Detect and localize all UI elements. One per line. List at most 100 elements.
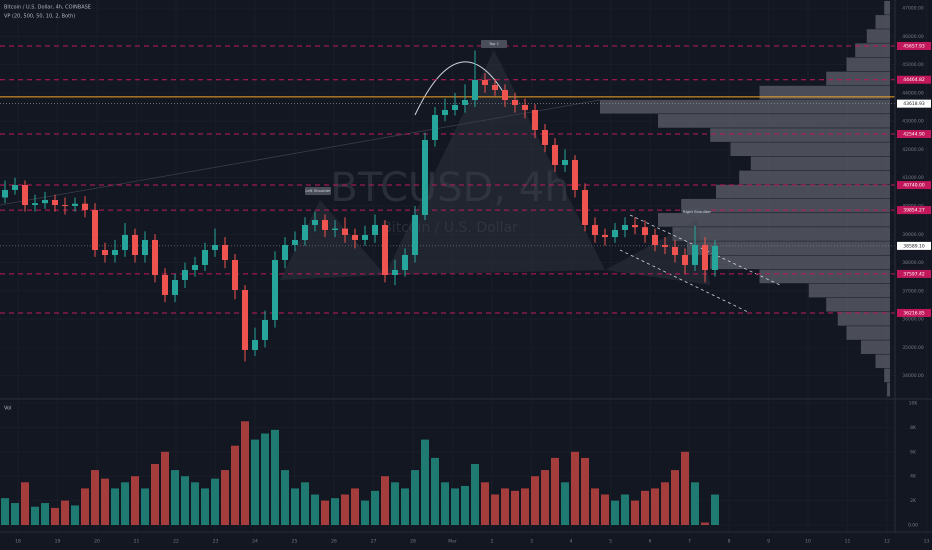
candle-body: [612, 229, 618, 238]
candle-body: [562, 159, 568, 165]
profile-bar: [837, 312, 890, 326]
candle-body: [262, 319, 268, 340]
volume-bar: [41, 503, 49, 525]
level-tag: [897, 181, 931, 190]
candle-body: [172, 279, 178, 295]
candle-body: [312, 219, 318, 225]
volume-bar: [511, 490, 519, 525]
volume-bar: [611, 500, 619, 525]
candle-body: [122, 234, 128, 250]
y-tick-label: 43000.00: [902, 119, 924, 125]
candle-body: [462, 99, 468, 105]
profile-bar: [826, 297, 890, 312]
volume-bar: [691, 482, 699, 525]
volume-bar: [591, 488, 599, 525]
y-tick-label: 42000.00: [902, 147, 924, 153]
volume-profile: [600, 0, 890, 397]
x-tick-label: 2: [491, 539, 494, 545]
volume-bar: [181, 476, 189, 525]
candle-body: [332, 228, 338, 230]
x-tick-label: 26: [331, 539, 337, 545]
profile-bar: [884, 368, 890, 383]
levels: [0, 45, 895, 314]
candle-body: [342, 228, 348, 235]
volume-bar: [451, 488, 459, 525]
candle-body: [42, 199, 48, 204]
pattern-right: [605, 220, 710, 285]
volume-bar: [681, 451, 689, 525]
volume-bar: [461, 485, 469, 525]
level-tag: [897, 206, 931, 215]
pattern-head: [385, 50, 605, 275]
candle-body: [142, 239, 148, 255]
candle-body: [482, 79, 488, 86]
volume-bar: [51, 507, 59, 525]
volume-bar: [391, 482, 399, 525]
candle-body: [452, 104, 458, 110]
profile-bar: [846, 57, 890, 72]
profile-bar: [658, 114, 890, 128]
volume-bar: [1, 498, 9, 525]
candle-body: [182, 269, 188, 280]
candle-body: [352, 234, 358, 240]
x-tick-label: 13: [924, 539, 930, 545]
candle-body: [292, 239, 298, 245]
volume-bar: [191, 482, 199, 525]
last-price-label: 38589.10: [903, 243, 925, 249]
candle-body: [682, 254, 688, 265]
volume-bar: [131, 476, 139, 525]
volume-bar: [551, 457, 559, 525]
vol-tick-label: 2K: [910, 498, 917, 504]
profile-bar: [875, 15, 890, 29]
profile-bar: [861, 340, 890, 354]
candle-body: [92, 209, 98, 250]
candle-body: [272, 259, 278, 320]
candle-body: [512, 99, 518, 105]
level-tag: [897, 75, 931, 84]
candle-body: [232, 259, 238, 290]
x-tick-label: 12: [884, 539, 890, 545]
profile-bar: [884, 0, 890, 15]
candle-body: [372, 224, 378, 235]
volume-bar: [271, 429, 279, 525]
profile-bar: [672, 227, 890, 241]
x-tick-label: 21: [134, 539, 140, 545]
volume-bar: [701, 522, 709, 525]
candle-body: [62, 204, 68, 206]
y-tick-label: 35000.00: [902, 345, 924, 351]
profile-bar: [681, 198, 890, 213]
profile-bar: [887, 382, 890, 397]
profile-bar: [730, 142, 890, 156]
candle-body: [522, 104, 528, 110]
level-tag: [897, 269, 931, 278]
x-tick-label: 18: [15, 539, 21, 545]
marker-label: 43618.93: [903, 101, 925, 107]
candle-body: [592, 224, 598, 235]
x-tick-label: 11: [845, 539, 851, 545]
subtitle: VP (20, 500, 50, 10, 2, Both): [4, 14, 75, 20]
annotation-box: [684, 208, 710, 216]
volume-bar: [501, 488, 509, 525]
annotation: Left Shoulder: [305, 188, 331, 193]
volume-bar: [11, 503, 19, 525]
candle-body: [52, 199, 58, 205]
y-tick-label: 41000.00: [902, 175, 924, 181]
volume-bar: [631, 500, 639, 525]
profile-bar: [759, 269, 890, 284]
y-tick-label: 37000.00: [902, 288, 924, 294]
marker-tag: [897, 99, 931, 108]
x-tick-label: Mar: [448, 539, 457, 545]
last-price-tag: [897, 241, 931, 250]
volume-bar: [111, 488, 119, 525]
candle-body: [322, 219, 328, 230]
candle-body: [602, 234, 608, 238]
profile-bar: [710, 255, 890, 270]
volume-bar: [61, 500, 69, 525]
volume-bar: [351, 488, 359, 525]
candle-body: [72, 203, 78, 206]
volume-bar: [601, 494, 609, 525]
candle-body: [132, 234, 138, 255]
volume-bar: [81, 488, 89, 525]
level-label: 37597.42: [903, 271, 925, 277]
candle-body: [402, 254, 408, 270]
